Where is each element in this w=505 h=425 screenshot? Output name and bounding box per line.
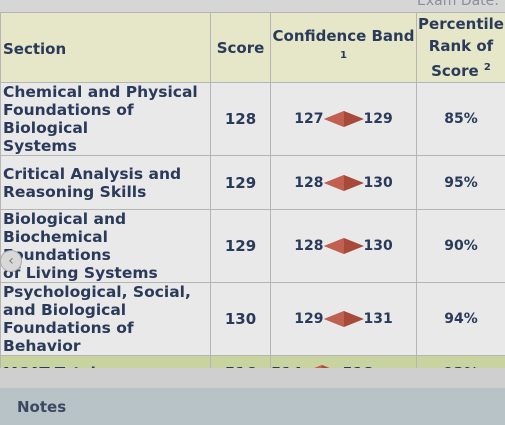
diamond-icon bbox=[323, 111, 364, 127]
score-report-table: Section Score Confidence Band 1 Percenti… bbox=[0, 12, 505, 390]
confidence-band: 129 131 bbox=[270, 282, 417, 356]
confidence-band: 128 130 bbox=[270, 155, 417, 210]
section-percentile: 94% bbox=[416, 282, 505, 356]
section-score: 130 bbox=[210, 282, 271, 356]
section-name-line: Foundations of Behavior bbox=[3, 319, 134, 355]
notes-label[interactable]: Notes bbox=[17, 398, 67, 416]
section-name: Psychological, Social, and Biological Foun… bbox=[0, 282, 211, 356]
header-confidence-label: Confidence Band bbox=[272, 27, 415, 45]
band-low: 127 bbox=[294, 111, 324, 127]
section-score: 129 bbox=[210, 209, 271, 283]
chevron-left-icon[interactable]: ‹ bbox=[0, 250, 22, 272]
header-confidence-band: Confidence Band 1 bbox=[270, 12, 417, 83]
footnote-1[interactable]: 1 bbox=[340, 50, 347, 61]
table-row: Critical Analysis and Reasoning Skills 129… bbox=[0, 155, 505, 210]
band-low: 129 bbox=[294, 311, 324, 327]
section-name: Critical Analysis and Reasoning Skills bbox=[0, 155, 211, 210]
section-score: 128 bbox=[210, 82, 271, 156]
section-percentile: 85% bbox=[416, 82, 505, 156]
section-name-line: Psychological, Social, bbox=[3, 283, 191, 301]
header-percentile-line2: Rank of bbox=[428, 37, 494, 55]
section-percentile: 95% bbox=[416, 155, 505, 210]
confidence-band: 128 130 bbox=[270, 209, 417, 283]
header-section-label: Section bbox=[3, 39, 67, 58]
header-percentile-line1: Percentile bbox=[418, 15, 504, 33]
table-row: Chemical and Physical Foundations of Biol… bbox=[0, 82, 505, 156]
section-name-line: Biochemical Foundations bbox=[3, 228, 111, 264]
header-section: Section bbox=[0, 12, 211, 83]
band-low: 128 bbox=[294, 238, 324, 254]
header-score-label: Score bbox=[216, 38, 265, 57]
band-low: 128 bbox=[294, 174, 324, 191]
section-name: Biological and Biochemical Foundations of … bbox=[0, 209, 211, 283]
table-row: Psychological, Social, and Biological Foun… bbox=[0, 282, 505, 356]
section-name-line: of Living Systems bbox=[3, 264, 158, 282]
diamond-icon bbox=[323, 311, 364, 327]
band-high: 129 bbox=[363, 111, 393, 127]
section-score: 129 bbox=[210, 155, 271, 210]
table-row: Biological and Biochemical Foundations of … bbox=[0, 209, 505, 283]
section-name-line: Critical Analysis and bbox=[3, 164, 182, 183]
confidence-band: 127 129 bbox=[270, 82, 417, 156]
section-name-line: Systems bbox=[3, 137, 77, 155]
header-score: Score bbox=[210, 12, 271, 83]
band-high: 131 bbox=[363, 311, 393, 327]
band-high: 130 bbox=[363, 238, 393, 254]
notes-bar[interactable] bbox=[0, 388, 505, 425]
section-percentile: 90% bbox=[416, 209, 505, 283]
header-percentile: Percentile Rank of Score 2 bbox=[416, 12, 505, 83]
section-name-line: Chemical and Physical bbox=[3, 83, 198, 101]
table-header-row: Section Score Confidence Band 1 Percenti… bbox=[0, 12, 505, 83]
section-name-line: Reasoning Skills bbox=[3, 182, 147, 201]
section-name-line: and Biological bbox=[3, 301, 127, 319]
diamond-icon bbox=[323, 174, 364, 191]
header-percentile-line3: Score bbox=[431, 62, 479, 80]
diamond-icon bbox=[323, 238, 364, 254]
exam-date-label: Exam Date: bbox=[417, 0, 499, 9]
band-high: 130 bbox=[363, 174, 393, 191]
footnote-2[interactable]: 2 bbox=[483, 62, 491, 73]
section-name-line: Biological and bbox=[3, 210, 127, 228]
section-name-line: Foundations of Biological bbox=[3, 101, 134, 137]
top-strip bbox=[0, 0, 505, 12]
section-name: Chemical and Physical Foundations of Biol… bbox=[0, 82, 211, 156]
